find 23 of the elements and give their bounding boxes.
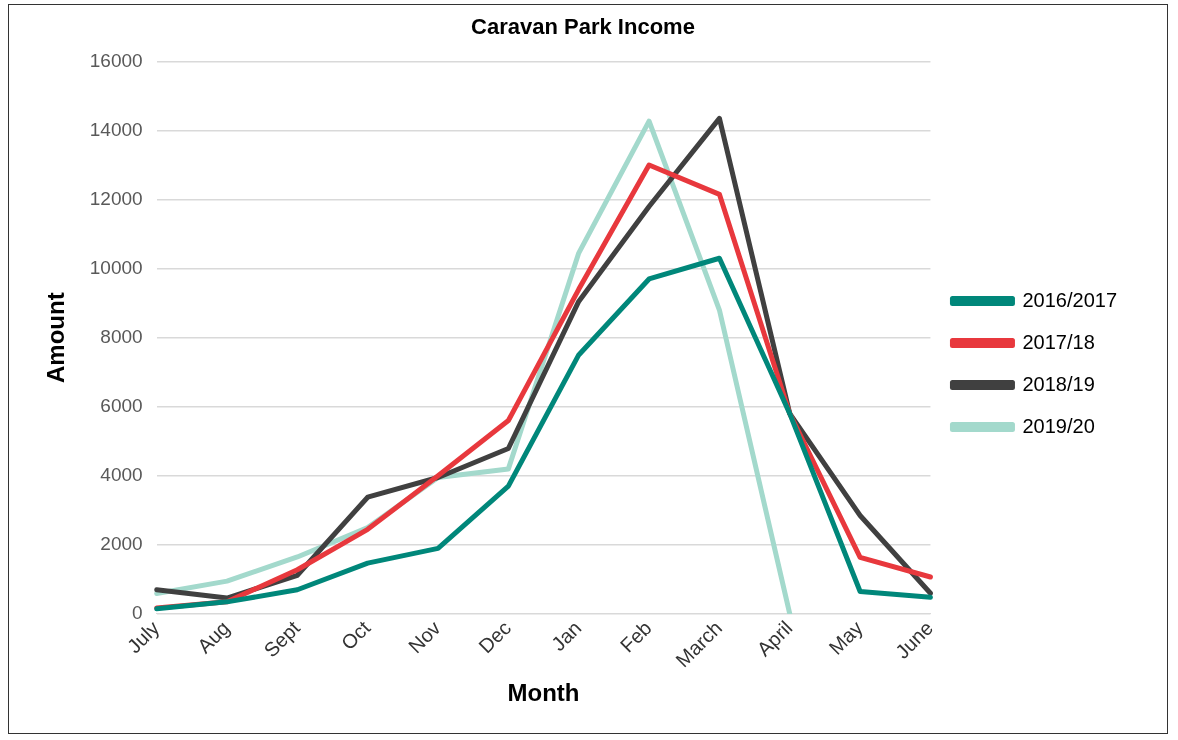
legend-label: 2018/19 <box>1022 372 1095 395</box>
x-tick-label: May <box>824 616 867 659</box>
x-tick-label: Oct <box>336 616 375 655</box>
x-tick-label: Feb <box>615 616 656 657</box>
x-tick-label: Aug <box>192 616 234 658</box>
chart-title: Caravan Park Income <box>471 14 695 40</box>
y-tick-label: 0 <box>132 602 143 624</box>
y-tick-label: 10000 <box>89 256 143 278</box>
y-tick-label: 8000 <box>100 325 143 347</box>
x-tick-label: Nov <box>404 616 445 658</box>
legend-label: 2019/20 <box>1022 414 1095 437</box>
legend-label: 2017/18 <box>1022 330 1095 353</box>
x-axis-title: Month <box>507 679 580 707</box>
y-tick-label: 16000 <box>89 49 143 71</box>
y-axis-title: Amount <box>42 292 70 383</box>
y-tick-label: 4000 <box>100 464 143 486</box>
y-tick-label: 2000 <box>100 533 143 555</box>
x-tick-label: Dec <box>474 616 516 658</box>
x-tick-label: Jan <box>547 616 586 655</box>
y-tick-label: 6000 <box>100 394 143 416</box>
y-tick-label: 12000 <box>89 187 143 209</box>
y-tick-label: 14000 <box>89 118 143 140</box>
legend-label: 2016/2017 <box>1022 288 1118 311</box>
